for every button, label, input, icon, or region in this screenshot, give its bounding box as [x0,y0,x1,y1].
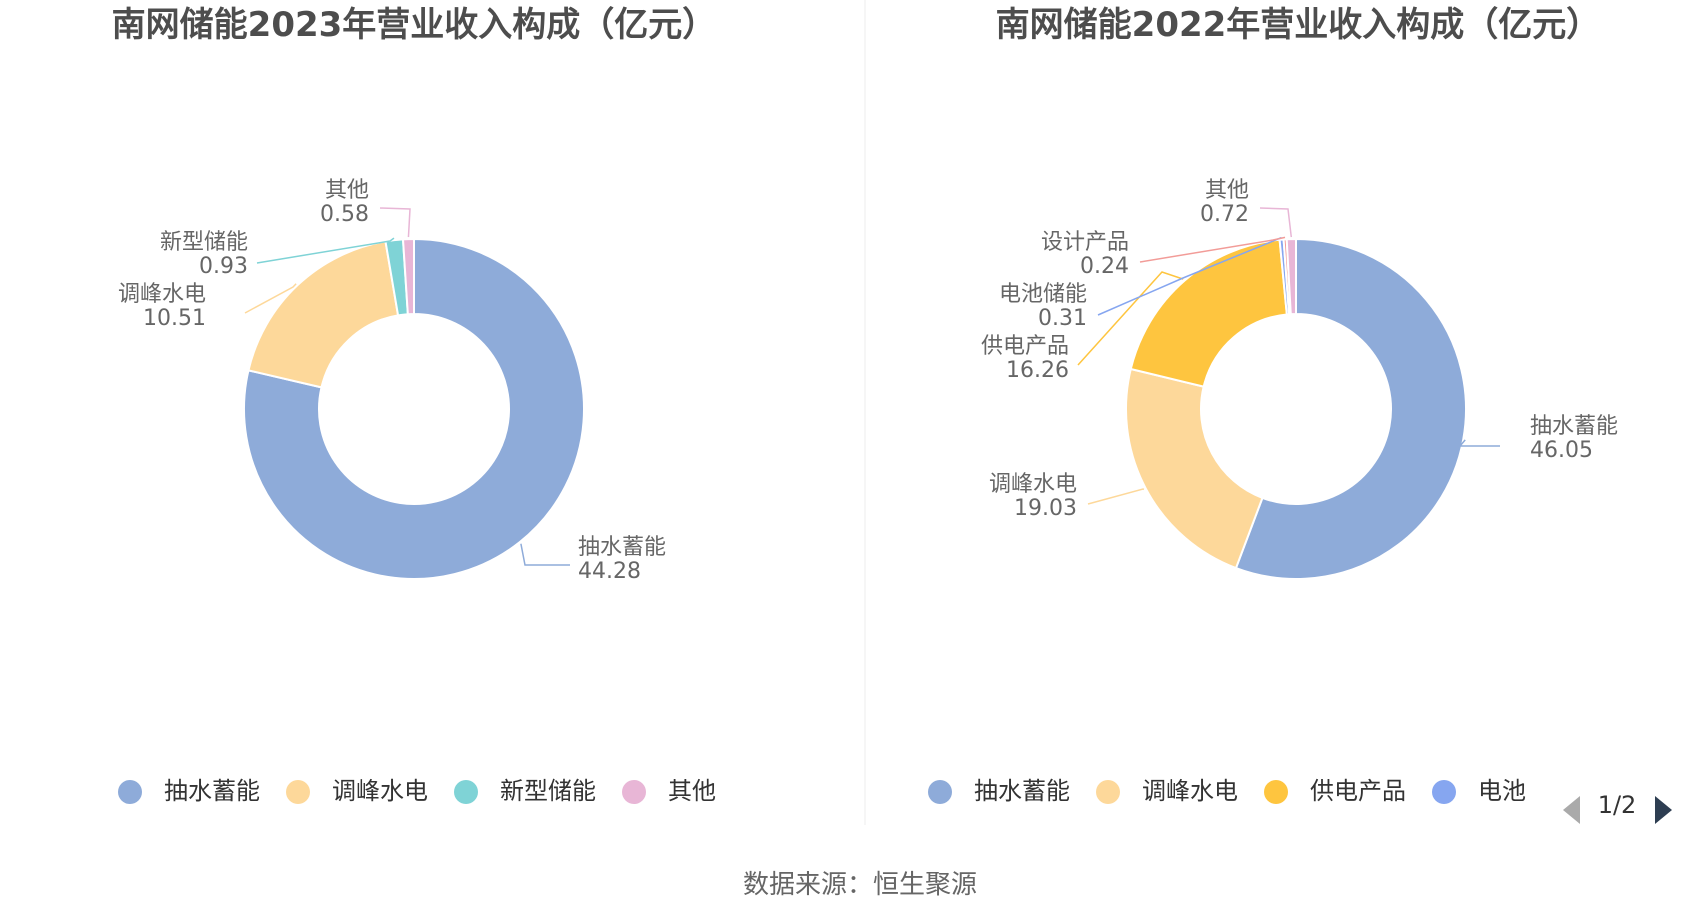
legend-label: 调峰水电 [332,777,428,805]
legend-label: 电池 [1478,777,1526,805]
chart-2023: 南网储能2023年营业收入构成（亿元） 抽水蓄能44.28调峰水电10.51新型… [112,5,717,805]
legend: 抽水蓄能 调峰水电 新型储能 其他 [118,777,716,805]
slice[interactable] [243,237,585,580]
legend-swatch [118,780,142,804]
legend-item[interactable]: 电池 [1432,777,1526,805]
legend-item[interactable]: 调峰水电 [286,777,428,805]
leader-line [1139,236,1286,263]
slice[interactable] [1129,238,1288,388]
leader-line [1259,207,1293,238]
slice[interactable] [1234,237,1467,580]
leader-line [1097,236,1282,316]
slice-name-label: 设计产品 [1041,230,1129,255]
legend-swatch [454,780,478,804]
chart-title: 南网储能2022年营业收入构成（亿元） [996,5,1601,45]
legend-label: 抽水蓄能 [974,777,1070,805]
slice-value-label: 0.93 [199,254,248,279]
slice-name-label: 调峰水电 [989,472,1077,497]
legend-swatch [1432,780,1456,804]
legend-item[interactable]: 其他 [622,777,716,805]
slice-name-label: 其他 [1205,178,1249,203]
slice-name-label: 抽水蓄能 [1530,414,1618,439]
legend-item[interactable]: 供电产品 [1264,777,1406,805]
legend-item[interactable]: 新型储能 [454,777,596,805]
leader-line [244,283,297,314]
legend-label: 新型储能 [500,777,596,805]
slice-name-label: 抽水蓄能 [578,535,666,560]
leader-line [1458,439,1500,447]
legend-label: 调峰水电 [1142,777,1238,805]
legend-label: 抽水蓄能 [164,777,260,805]
leader-line [520,543,570,566]
slice[interactable] [401,237,415,316]
slice-name-label: 其他 [325,178,369,203]
legend: 抽水蓄能 调峰水电 供电产品 电池 [928,777,1526,805]
slice[interactable] [247,240,400,389]
leader-line [256,237,395,264]
slice[interactable] [1125,367,1264,570]
legend-swatch [928,780,952,804]
slice-value-label: 0.72 [1200,202,1249,227]
legend-swatch [1264,780,1288,804]
pager-next-icon[interactable] [1655,796,1672,824]
slice-value-label: 16.26 [1006,358,1069,383]
slice-value-label: 0.24 [1080,254,1129,279]
legend-pager: 1/2 [1563,791,1672,824]
legend-item[interactable]: 抽水蓄能 [928,777,1070,805]
legend-label: 其他 [668,777,716,805]
slice-value-label: 0.58 [320,202,369,227]
legend-swatch [286,780,310,804]
leader-line [1077,271,1184,366]
slice-value-label: 10.51 [143,306,206,331]
pager-text: 1/2 [1598,791,1637,819]
slice-name-label: 新型储能 [160,230,248,255]
pager-prev-icon[interactable] [1563,796,1580,824]
legend-item[interactable]: 调峰水电 [1096,777,1238,805]
slice[interactable] [1285,237,1297,316]
legend-item[interactable]: 抽水蓄能 [118,777,260,805]
data-source: 数据来源：恒生聚源 [743,870,977,900]
leader-line [1087,488,1145,505]
slice-name-label: 调峰水电 [118,282,206,307]
legend-swatch [1096,780,1120,804]
slice-value-label: 46.05 [1530,438,1593,463]
slice-value-label: 19.03 [1014,496,1077,521]
slice-value-label: 44.28 [578,559,641,584]
slice-name-label: 供电产品 [981,334,1069,359]
slice-value-label: 0.31 [1038,306,1087,331]
legend-swatch [622,780,646,804]
chart-2022: 南网储能2022年营业收入构成（亿元） 抽水蓄能46.05调峰水电19.03供电… [928,5,1672,824]
legend-label: 供电产品 [1310,777,1406,805]
slice-name-label: 电池储能 [999,282,1087,307]
leader-line [379,207,411,238]
chart-title: 南网储能2023年营业收入构成（亿元） [112,5,717,45]
